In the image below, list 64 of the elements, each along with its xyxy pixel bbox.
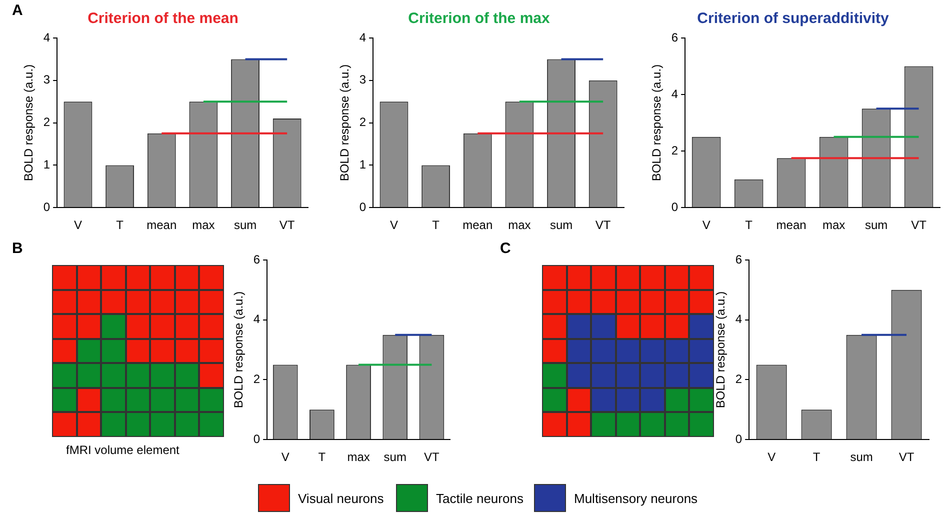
x-tick-label: T (745, 218, 754, 232)
y-tick-label: 6 (671, 30, 678, 44)
y-tick-label: 0 (671, 200, 678, 214)
chart-title: Criterion of superadditivity (697, 10, 890, 28)
y-tick-label: 4 (359, 30, 366, 44)
y-tick-label: 6 (735, 252, 742, 266)
chart-title: Criterion of the max (408, 10, 550, 28)
x-tick-label: mean (776, 218, 806, 232)
y-tick-label: 1 (359, 158, 366, 172)
x-tick-label: sum (234, 218, 257, 232)
x-tick-label: V (74, 218, 82, 232)
y-tick-label: 0 (735, 432, 742, 446)
text: Visual neurons (298, 490, 384, 506)
y-tick-label: 4 (735, 312, 742, 326)
y-tick-label: 0 (253, 432, 260, 446)
x-tick-label: VT (595, 218, 612, 232)
y-tick-label: 6 (253, 252, 260, 266)
y-tick-label: 4 (43, 30, 50, 44)
x-tick-label: sum (550, 218, 573, 232)
x-tick-label: T (318, 450, 326, 464)
text: C (500, 240, 511, 257)
chart-title: Criterion of the mean (88, 10, 238, 28)
x-tick-label: sum (384, 450, 406, 464)
x-tick-label: sum (864, 218, 888, 232)
text: Multisensory neurons (574, 490, 698, 506)
x-tick-label: T (116, 218, 124, 232)
y-axis-title: BOLD response (a.u.) (338, 64, 352, 182)
x-tick-label: V (281, 450, 290, 464)
x-tick-label: V (768, 450, 776, 464)
y-axis-title: BOLD response (a.u.) (22, 64, 36, 182)
x-tick-label: sum (850, 450, 873, 464)
y-tick-label: 3 (43, 72, 50, 87)
x-tick-label: V (702, 218, 710, 232)
x-tick-label: max (347, 450, 370, 464)
y-tick-label: 4 (253, 312, 260, 326)
y-axis-title: BOLD response (a.u.) (232, 291, 246, 408)
x-tick-label: VT (898, 450, 915, 464)
y-tick-label: 3 (359, 72, 366, 87)
text: A (12, 2, 23, 19)
y-tick-label: 2 (43, 115, 50, 130)
x-tick-label: max (192, 218, 215, 232)
text: Tactile neurons (436, 490, 524, 506)
y-tick-label: 0 (43, 200, 50, 214)
y-axis-title: BOLD response (a.u.) (714, 291, 728, 408)
y-axis-title: BOLD response (a.u.) (650, 64, 664, 182)
text: B (12, 240, 23, 257)
x-tick-label: T (432, 218, 440, 232)
x-tick-label: max (822, 218, 846, 232)
x-tick-label: max (508, 218, 531, 232)
y-tick-label: 2 (735, 372, 742, 386)
x-tick-label: mean (462, 218, 493, 232)
y-tick-label: 2 (671, 143, 678, 158)
x-tick-label: mean (146, 218, 177, 232)
y-tick-label: 4 (671, 86, 678, 101)
x-tick-label: VT (279, 218, 296, 232)
y-tick-label: 0 (359, 200, 366, 214)
x-tick-label: T (812, 450, 821, 464)
y-tick-label: 2 (359, 115, 366, 130)
y-tick-label: 2 (253, 372, 260, 386)
x-tick-label: VT (424, 450, 440, 464)
y-tick-label: 1 (43, 158, 50, 172)
x-tick-label: VT (911, 218, 928, 232)
text: fMRI volume element (66, 443, 180, 457)
x-tick-label: V (390, 218, 398, 232)
